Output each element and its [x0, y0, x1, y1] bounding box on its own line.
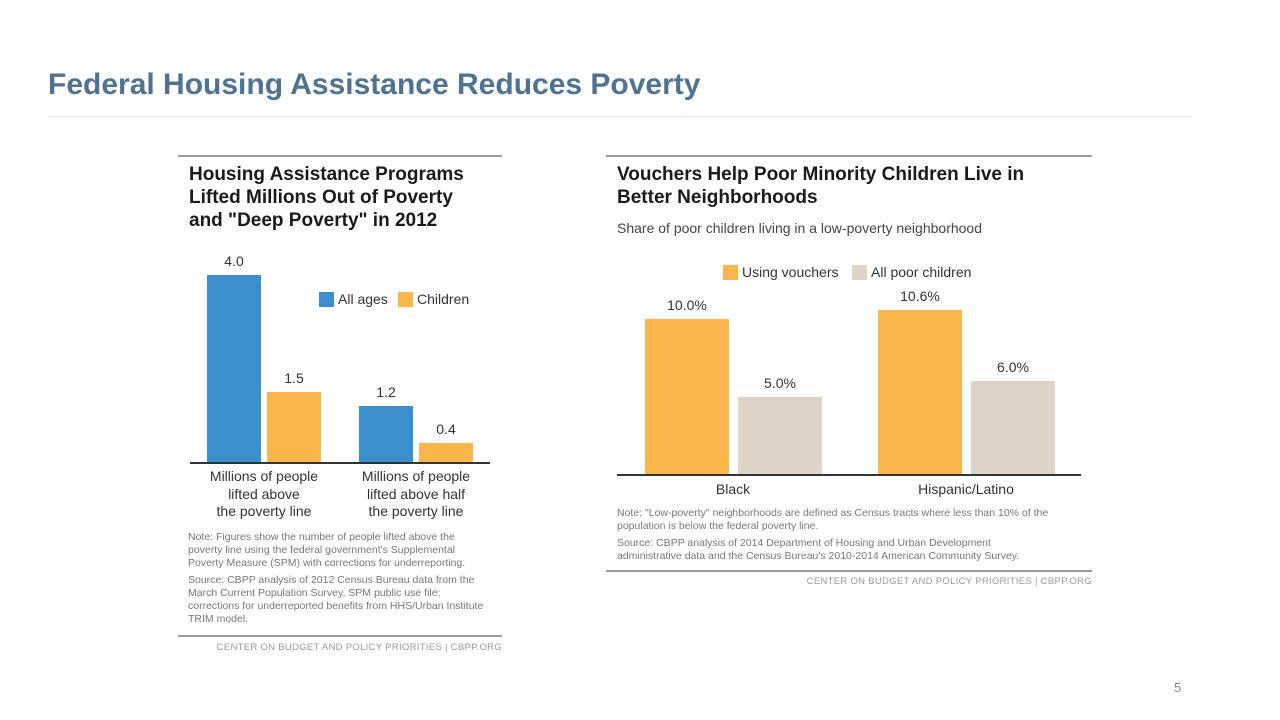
title-line: Lifted Millions Out of Poverty: [189, 187, 453, 208]
title-line: Better Neighborhoods: [617, 187, 818, 208]
x-axis: [617, 474, 1081, 476]
title-divider: [48, 116, 1192, 117]
bar: [419, 443, 473, 462]
title-line: and "Deep Poverty" in 2012: [189, 210, 438, 231]
label-line: the poverty line: [216, 503, 312, 519]
category-label: Hispanic/Latino: [918, 481, 1014, 497]
legend-swatch: [319, 291, 334, 307]
chart-note: Note: "Low-poverty" neighborhoods are de…: [617, 507, 1049, 532]
data-label: 0.4: [436, 421, 456, 438]
chart-top-rule: [606, 155, 1092, 157]
label-line: Millions of people: [361, 468, 471, 484]
legend-label: Using vouchers: [742, 264, 839, 280]
label-line: the poverty line: [368, 503, 464, 519]
legend-swatch: [852, 264, 867, 280]
chart-top-rule: [178, 155, 502, 157]
title-line: Vouchers Help Poor Minority Children Liv…: [617, 164, 1025, 185]
data-label: 10.6%: [900, 287, 940, 304]
category-label: Millions of people lifted above the pove…: [194, 468, 334, 521]
chart-footer: CENTER ON BUDGET AND POLICY PRIORITIES |…: [216, 642, 502, 653]
data-label: 1.5: [284, 369, 304, 386]
legend-label: Children: [417, 291, 470, 307]
chart-title: Housing Assistance Programs Lifted Milli…: [189, 163, 464, 232]
label-line: lifted above: [228, 485, 300, 502]
legend-item-children: Children: [398, 291, 469, 307]
bar: [645, 319, 729, 474]
chart-source: Source: CBPP analysis of 2014 Department…: [617, 537, 1020, 562]
page-number: 5: [1174, 680, 1182, 695]
x-axis: [190, 462, 490, 464]
bar: [738, 396, 822, 474]
data-label: 6.0%: [997, 359, 1029, 375]
chart-bottom-rule: [178, 635, 502, 637]
legend-swatch: [398, 291, 413, 307]
chart-title: Vouchers Help Poor Minority Children Liv…: [617, 163, 1024, 209]
data-label: 4.0: [224, 253, 244, 269]
label-line: Millions of people: [209, 468, 319, 484]
category-label: Millions of people lifted above half the…: [346, 468, 486, 521]
legend-label: All poor children: [871, 264, 972, 280]
legend-item-all-poor-children: All poor children: [852, 264, 971, 280]
chart-note: Note: Figures show the number of people …: [188, 531, 466, 569]
bar: [207, 275, 261, 462]
legend-label: All ages: [338, 291, 388, 307]
chart-bottom-rule: [606, 570, 1092, 572]
data-label: 10.0%: [667, 297, 707, 313]
legend-swatch: [723, 264, 738, 280]
bar: [878, 309, 962, 474]
category-label: Black: [715, 481, 751, 497]
chart-source: Source: CBPP analysis of 2012 Census Bur…: [188, 574, 484, 625]
legend-item-all-ages: All ages: [319, 291, 388, 307]
label-line: lifted above half: [366, 485, 466, 502]
data-label: 1.2: [376, 383, 396, 400]
chart-subtitle: Share of poor children living in a low-p…: [617, 220, 982, 236]
data-label: 5.0%: [764, 374, 796, 391]
bar: [971, 381, 1055, 474]
bar: [267, 391, 321, 462]
title-line: Housing Assistance Programs: [189, 164, 464, 185]
chart-footer: CENTER ON BUDGET AND POLICY PRIORITIES |…: [806, 576, 1092, 587]
legend-item-using-vouchers: Using vouchers: [723, 264, 839, 280]
slide-title: Federal Housing Assistance Reduces Pover…: [48, 68, 701, 101]
bar: [359, 405, 413, 462]
